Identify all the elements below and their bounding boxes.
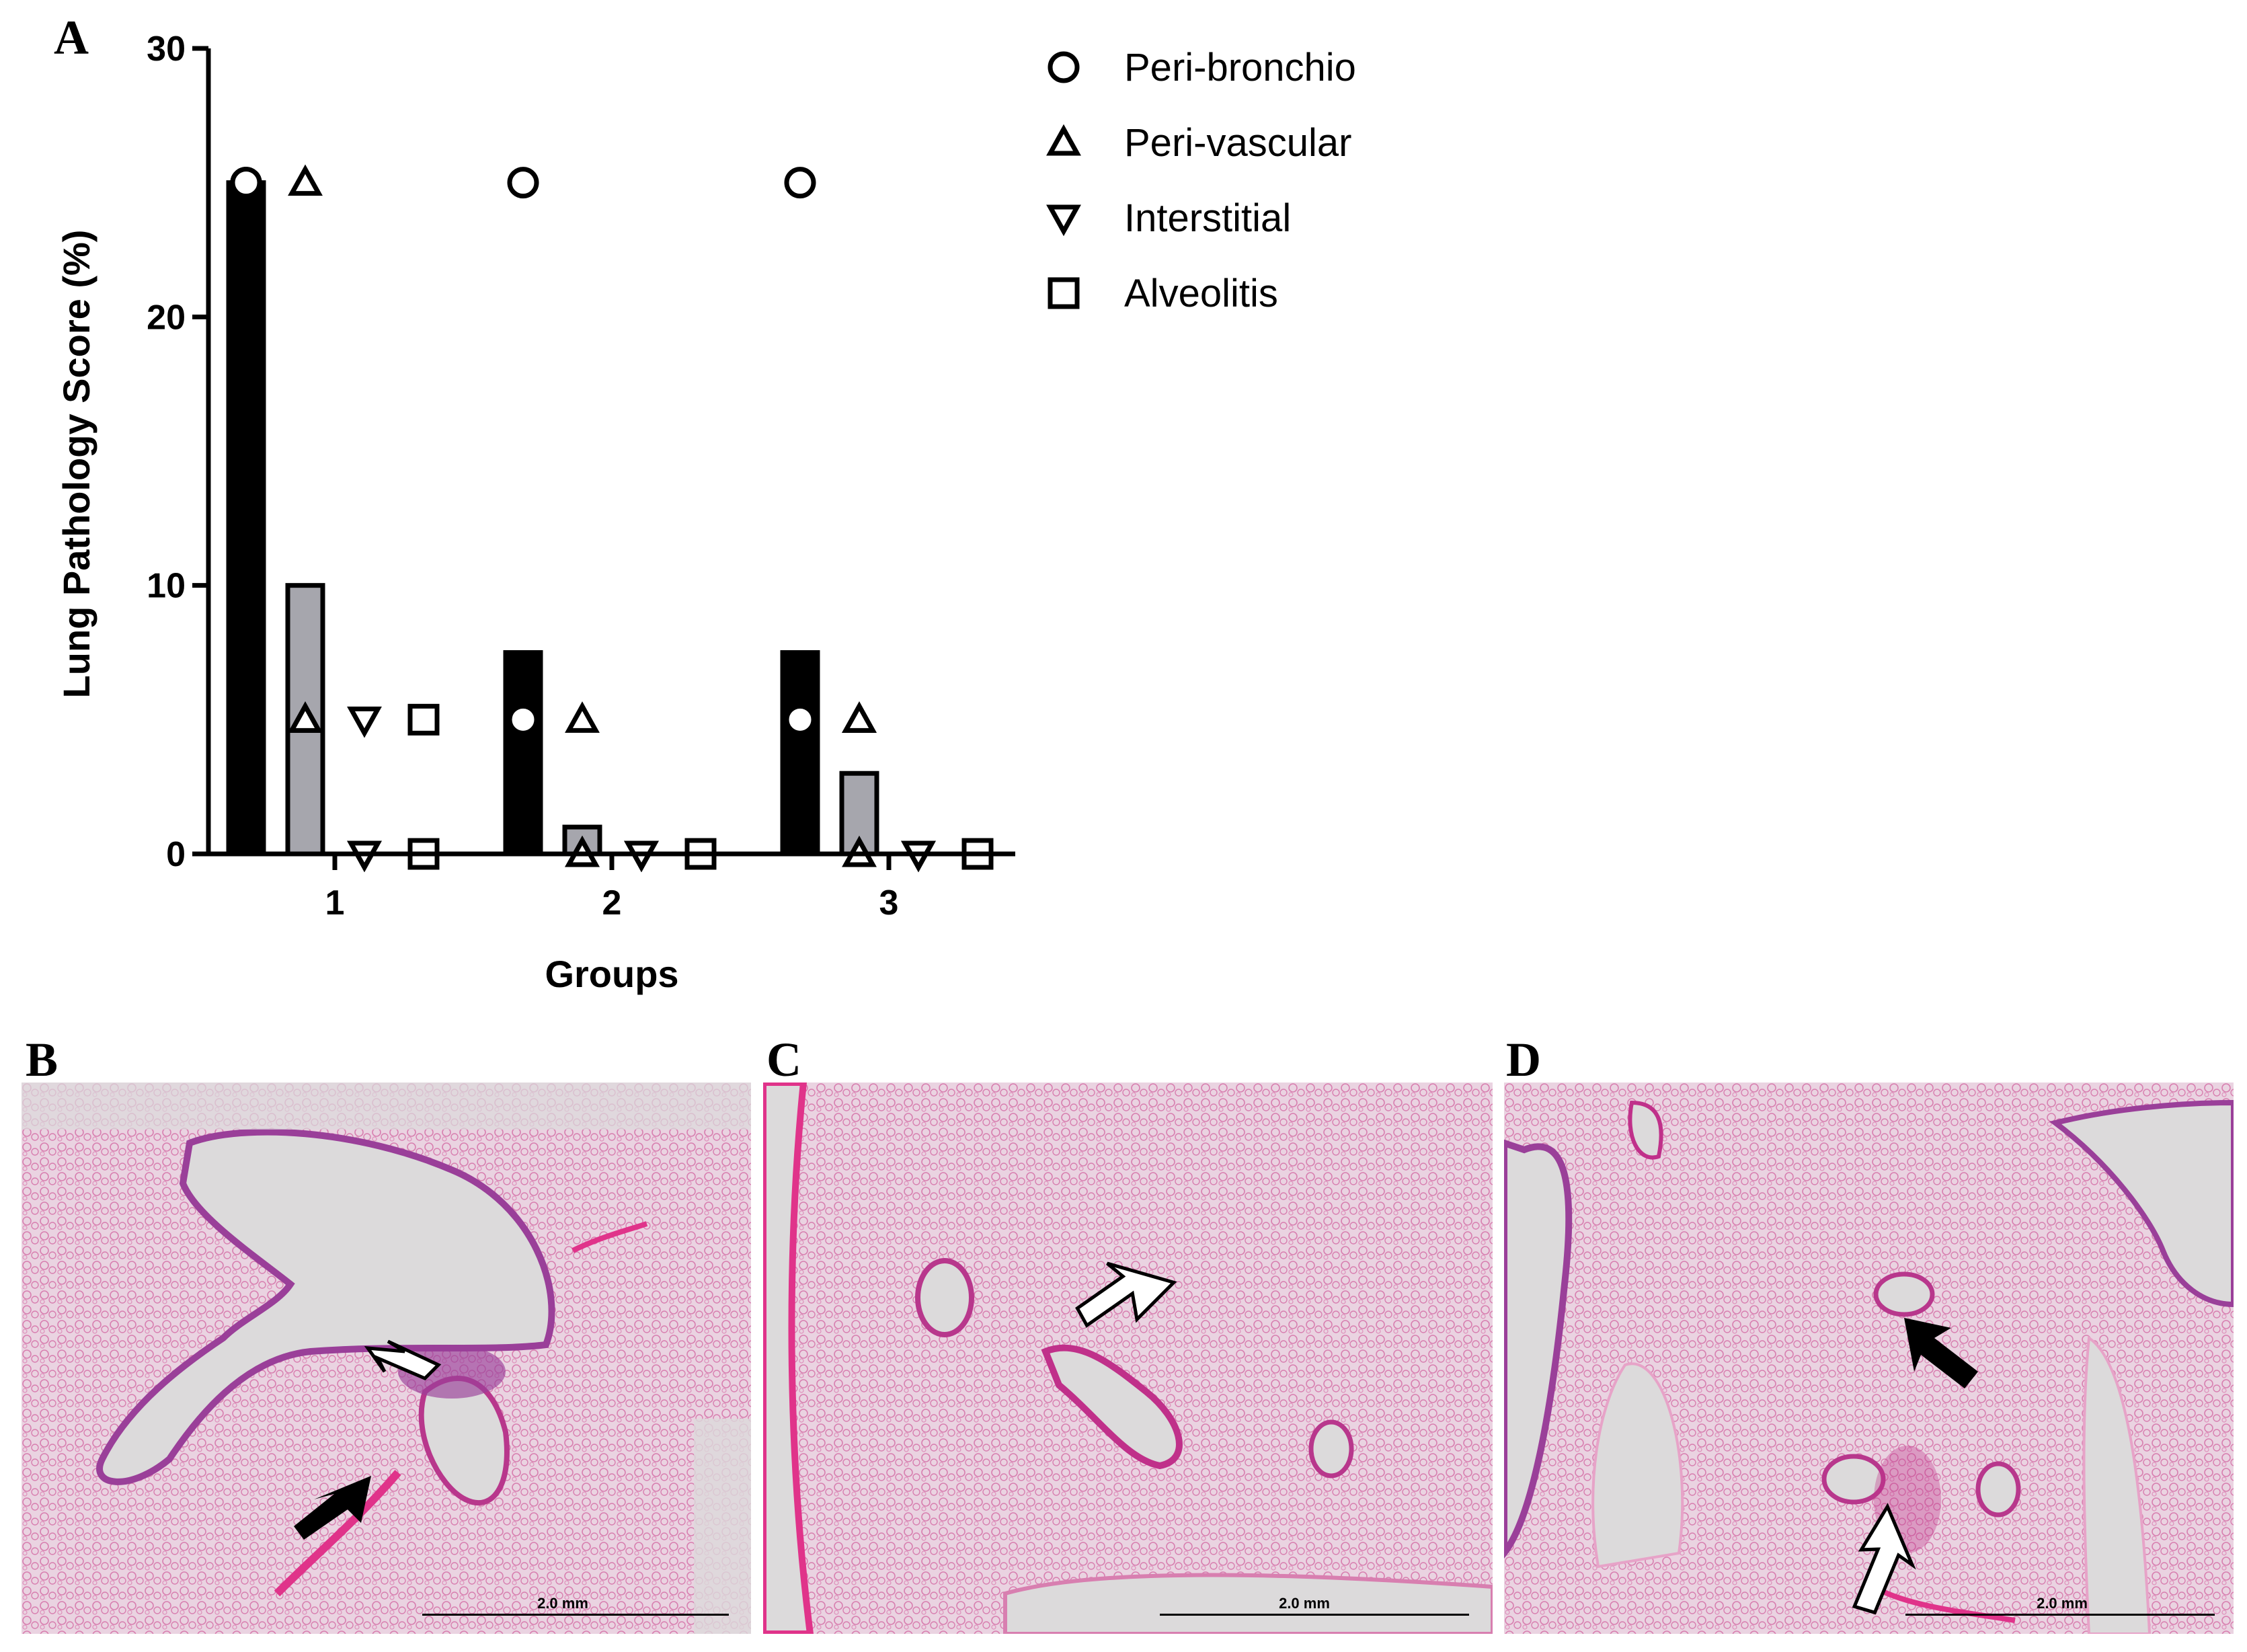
x-tick-label-3: 3	[879, 883, 899, 922]
micrograph-d: 2.0 mm	[1504, 1083, 2234, 1634]
scale-bar-d	[1905, 1614, 2215, 1616]
bar-3-0	[780, 650, 820, 857]
y-tick-label-20: 20	[147, 298, 186, 337]
micrograph-b: 2.0 mm	[22, 1083, 751, 1634]
bar-2-0	[503, 650, 543, 857]
panel-label-b: B	[26, 1033, 58, 1087]
point-2-0-2	[507, 703, 539, 736]
legend-marker-3	[1048, 277, 1080, 309]
x-tick-label-1: 1	[325, 883, 345, 922]
open-arrow-icon	[1852, 1503, 1916, 1615]
scale-bar-c	[1160, 1614, 1469, 1616]
point-2-0-0	[507, 167, 539, 199]
legend-marker-1	[1046, 124, 1081, 156]
point-1-1-0	[288, 164, 323, 196]
point-1-2-0	[347, 706, 382, 738]
scale-bar-b	[422, 1614, 729, 1616]
scale-bar-label-c: 2.0 mm	[1279, 1595, 1330, 1612]
bar-1-0	[226, 180, 266, 857]
y-axis-label: Lung Pathology Score (%)	[55, 230, 97, 699]
micrograph-c: 2.0 mm	[763, 1083, 1493, 1634]
y-tick-label-0: 0	[166, 835, 186, 874]
point-3-1-1	[842, 701, 877, 733]
panel-label-d: D	[1506, 1033, 1541, 1087]
scale-bar-label-d: 2.0 mm	[2037, 1595, 2088, 1612]
open-arrow-icon	[1075, 1261, 1177, 1328]
y-tick-label-30: 30	[147, 30, 186, 69]
point-3-0-2	[784, 703, 816, 736]
point-1-0-2	[230, 167, 262, 199]
legend-label-0: Peri-bronchio	[1124, 46, 1356, 89]
y-tick-label-10: 10	[147, 567, 186, 606]
legend-marker-2	[1046, 204, 1081, 237]
legend-label-2: Interstitial	[1124, 196, 1291, 240]
legend-marker-0	[1048, 51, 1080, 83]
point-1-3-0	[407, 703, 440, 736]
point-2-1-0	[565, 701, 600, 733]
x-axis-label: Groups	[545, 953, 678, 995]
legend-label-3: Alveolitis	[1124, 272, 1278, 315]
scale-bar-label-b: 2.0 mm	[537, 1595, 588, 1612]
lung-pathology-chart: 0 10 20 30 1 2 3 Lung Pathology Score (%) Grou…	[55, 30, 1356, 995]
legend-label-1: Peri-vascular	[1124, 121, 1351, 165]
x-tick-label-2: 2	[602, 883, 622, 922]
point-1-1-2	[288, 701, 323, 733]
panel-label-a: A	[54, 11, 89, 65]
panel-label-c: C	[766, 1033, 801, 1087]
point-3-0-0	[784, 167, 816, 199]
filled-arrow-icon	[294, 1476, 371, 1540]
filled-arrow-icon	[1904, 1318, 1978, 1388]
open-arrow-icon	[364, 1339, 442, 1380]
